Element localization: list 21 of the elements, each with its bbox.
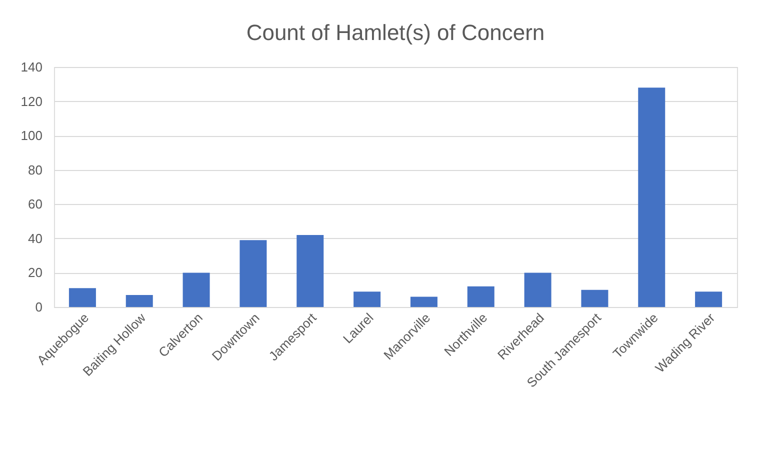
y-tick-label: 100: [20, 128, 42, 144]
bar: [126, 295, 153, 307]
bar: [524, 272, 552, 307]
y-tick-label: 120: [20, 94, 42, 109]
bar: [410, 296, 438, 307]
bar: [354, 292, 381, 307]
bar: [695, 292, 722, 307]
bar: [182, 272, 210, 307]
y-tick-label: 20: [28, 265, 42, 280]
y-tick-label: 0: [35, 300, 42, 314]
bar: [68, 288, 96, 307]
bar: [581, 290, 608, 307]
chart-title: Count of Hamlet(s) of Concern: [246, 20, 545, 45]
bar: [240, 240, 267, 307]
bar: [638, 88, 666, 307]
y-tick-label: 80: [28, 162, 42, 178]
bar: [467, 286, 494, 307]
bar: [296, 235, 324, 307]
y-tick-label: 60: [28, 196, 42, 212]
y-tick-label: 140: [20, 60, 42, 74]
y-tick-label: 40: [28, 230, 42, 246]
